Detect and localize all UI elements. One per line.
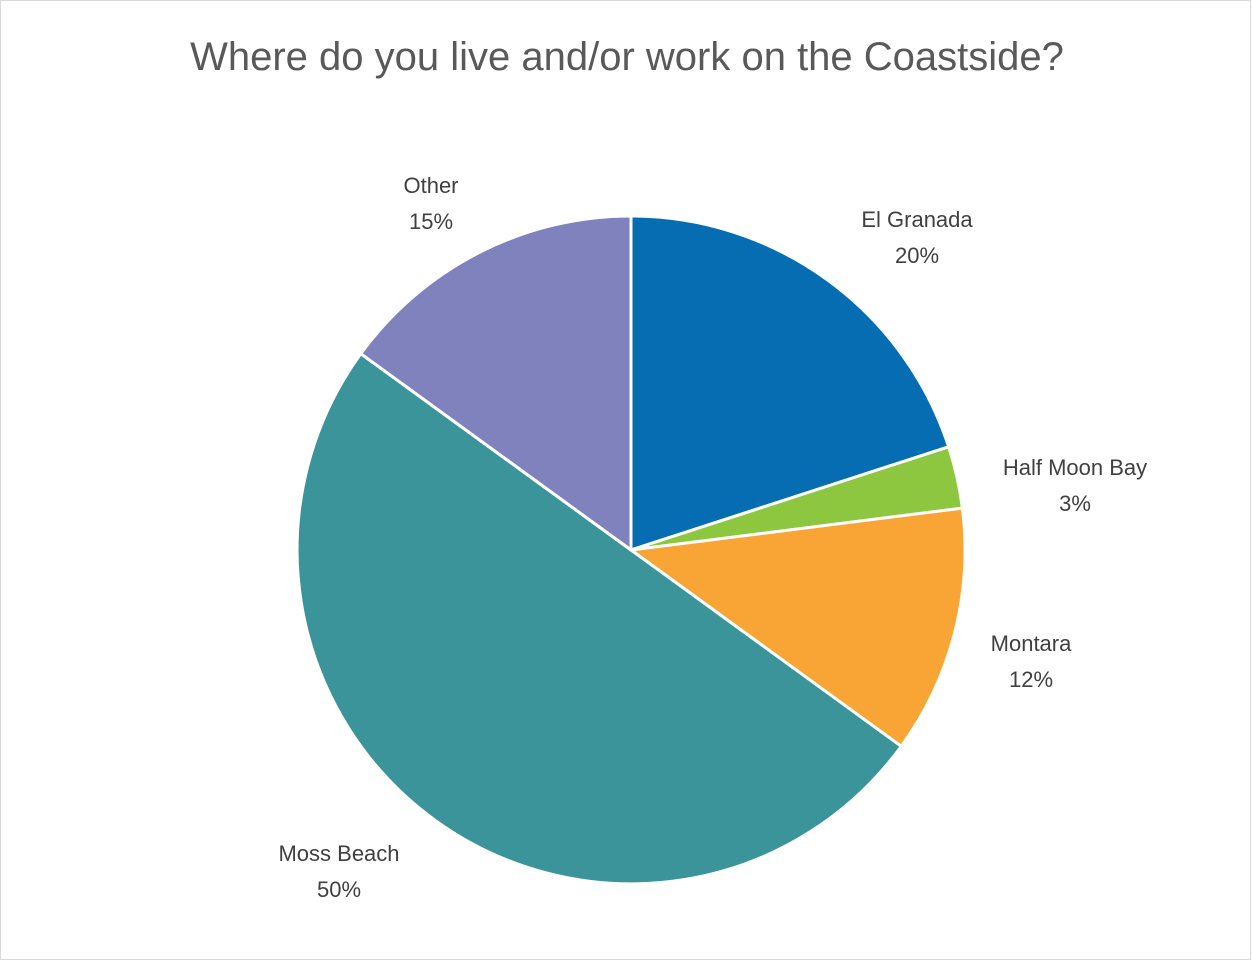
slice-label-percent: 50% (317, 877, 361, 902)
slice-label-name: Half Moon Bay (1003, 455, 1147, 480)
slice-labels: El Granada 20% Half Moon Bay 3% Montara 12% Mo… (278, 173, 1147, 902)
slice-label-percent: 3% (1059, 491, 1091, 516)
pie-slice-montara (629, 506, 967, 748)
slice-label-percent: 12% (1009, 667, 1053, 692)
slice-label-name: Moss Beach (278, 841, 399, 866)
slice-label-name: El Granada (861, 207, 973, 232)
slice-label-name: Montara (991, 631, 1072, 656)
slice-label-percent: 15% (409, 209, 453, 234)
slice-label-name: Other (403, 173, 458, 198)
pie-slice-other (359, 214, 633, 552)
chart-title: Where do you live and/or work on the Coa… (190, 35, 1064, 79)
pie-slice-moss-beach (295, 352, 903, 886)
pie-slice-el-granada (629, 214, 951, 552)
slice-label-percent: 20% (895, 243, 939, 268)
pie-slices (295, 214, 967, 886)
